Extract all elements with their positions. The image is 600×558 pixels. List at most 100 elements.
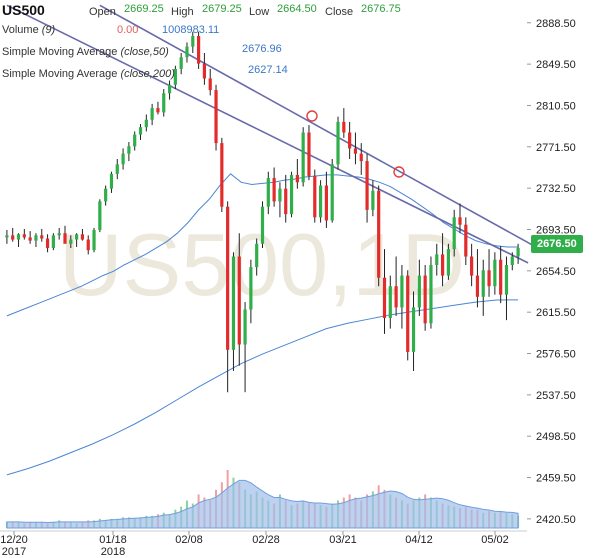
candle-body: [133, 134, 137, 147]
candle-body: [185, 46, 189, 58]
x-tick-label: 05/02: [481, 534, 509, 546]
candle-body: [92, 230, 96, 251]
candle-body: [208, 78, 212, 91]
candle-body: [487, 270, 491, 287]
candle-body: [301, 132, 305, 183]
candle-body: [75, 234, 79, 240]
candle-body: [394, 286, 398, 308]
candle-body: [231, 256, 236, 350]
close-label: Close: [325, 6, 354, 18]
candle-body: [458, 217, 462, 225]
trend-line: [99, 4, 541, 250]
candle-body: [40, 235, 44, 239]
candle-body: [493, 259, 497, 287]
candle-body: [499, 259, 503, 295]
sma200-param: (close,200): [120, 68, 175, 80]
candle-body: [348, 132, 352, 149]
candle-body: [63, 233, 67, 244]
candle-body: [330, 164, 334, 221]
candle-body: [5, 235, 9, 238]
candle-body: [336, 121, 340, 165]
candle-body: [452, 217, 456, 250]
candle-body: [197, 36, 201, 64]
candle-body: [365, 161, 369, 210]
candle-body: [179, 57, 183, 69]
y-tick-label: 2810.50: [536, 100, 576, 112]
candle-body: [411, 307, 416, 352]
y-tick-label: 2615.50: [536, 307, 576, 319]
candle-body: [435, 254, 439, 265]
last-price-tag: 2676.50: [531, 235, 583, 253]
high-label: High: [171, 6, 194, 18]
candle-body: [377, 190, 381, 278]
x-tick-label: 03/21: [329, 534, 357, 546]
candle-body: [510, 256, 514, 265]
candle-body: [249, 267, 253, 310]
sma200-label-text: Simple Moving Average: [2, 68, 118, 80]
low-label: Low: [249, 6, 270, 18]
x-tick-label: 12/20: [0, 534, 28, 546]
y-tick-label: 2693.50: [536, 224, 576, 236]
candle-body: [313, 175, 317, 218]
candle-body: [266, 178, 270, 207]
y-tick-label: 2849.50: [536, 59, 576, 71]
candle-body: [400, 275, 404, 308]
volume-value-1: 0.00: [117, 24, 139, 36]
candle-body: [359, 153, 363, 162]
trend-marker: [306, 110, 318, 122]
candle-body: [51, 235, 55, 249]
candle-body: [243, 309, 247, 345]
volume-param: (9): [41, 24, 56, 36]
candle-body: [260, 206, 265, 244]
x-tick-label: 01/18: [99, 534, 127, 546]
candle-body: [226, 206, 230, 350]
y-tick-label: 2654.50: [536, 266, 576, 278]
candle-body: [504, 265, 509, 295]
candle-body: [475, 275, 480, 297]
y-tick-label: 2576.50: [536, 349, 576, 361]
candle-body: [371, 190, 375, 210]
candle-body: [150, 108, 154, 120]
volume-label-text: Volume: [2, 24, 39, 36]
symbol-title: US500: [2, 2, 45, 18]
candle-body: [202, 63, 207, 79]
candle-body: [69, 239, 73, 244]
candle-body: [406, 275, 410, 352]
candle-body: [138, 127, 143, 135]
volume-value-2: 1008983.11: [162, 24, 220, 36]
candle-body: [98, 201, 102, 231]
candle-body: [278, 188, 282, 202]
candle-body: [22, 234, 26, 238]
volume-label: Volume (9): [2, 24, 55, 36]
sma50-label-text: Simple Moving Average: [2, 46, 118, 58]
candle-body: [255, 243, 259, 268]
x-tick-sublabel: 2018: [101, 546, 125, 558]
low-value: 2664.50: [277, 3, 317, 15]
candle-body: [324, 185, 328, 221]
candle-body: [446, 249, 450, 276]
candle-body: [388, 286, 392, 318]
high-value: 2679.25: [202, 3, 242, 15]
y-tick-label: 2732.50: [536, 183, 576, 195]
candle-body: [318, 185, 323, 218]
candle-body: [16, 234, 21, 240]
trend-marker: [393, 166, 405, 178]
candle-body: [11, 235, 15, 240]
sma50-label: Simple Moving Average (close,50): [2, 46, 169, 58]
candle-body: [382, 277, 387, 318]
y-tick-label: 2420.50: [536, 514, 576, 526]
candle-body: [429, 265, 433, 324]
y-tick-label: 2459.50: [536, 473, 576, 485]
sma200-value: 2627.14: [248, 64, 288, 76]
x-tick-label: 02/28: [252, 534, 280, 546]
candle-body: [470, 256, 474, 276]
candle-body: [417, 275, 421, 308]
sma50-param: (close,50): [120, 46, 169, 58]
candle-body: [481, 270, 485, 297]
candle-body: [440, 254, 445, 276]
y-tick-label: 2537.50: [536, 390, 576, 402]
candle-body: [307, 132, 311, 176]
candle-body: [516, 248, 520, 257]
candle-body: [423, 275, 427, 324]
